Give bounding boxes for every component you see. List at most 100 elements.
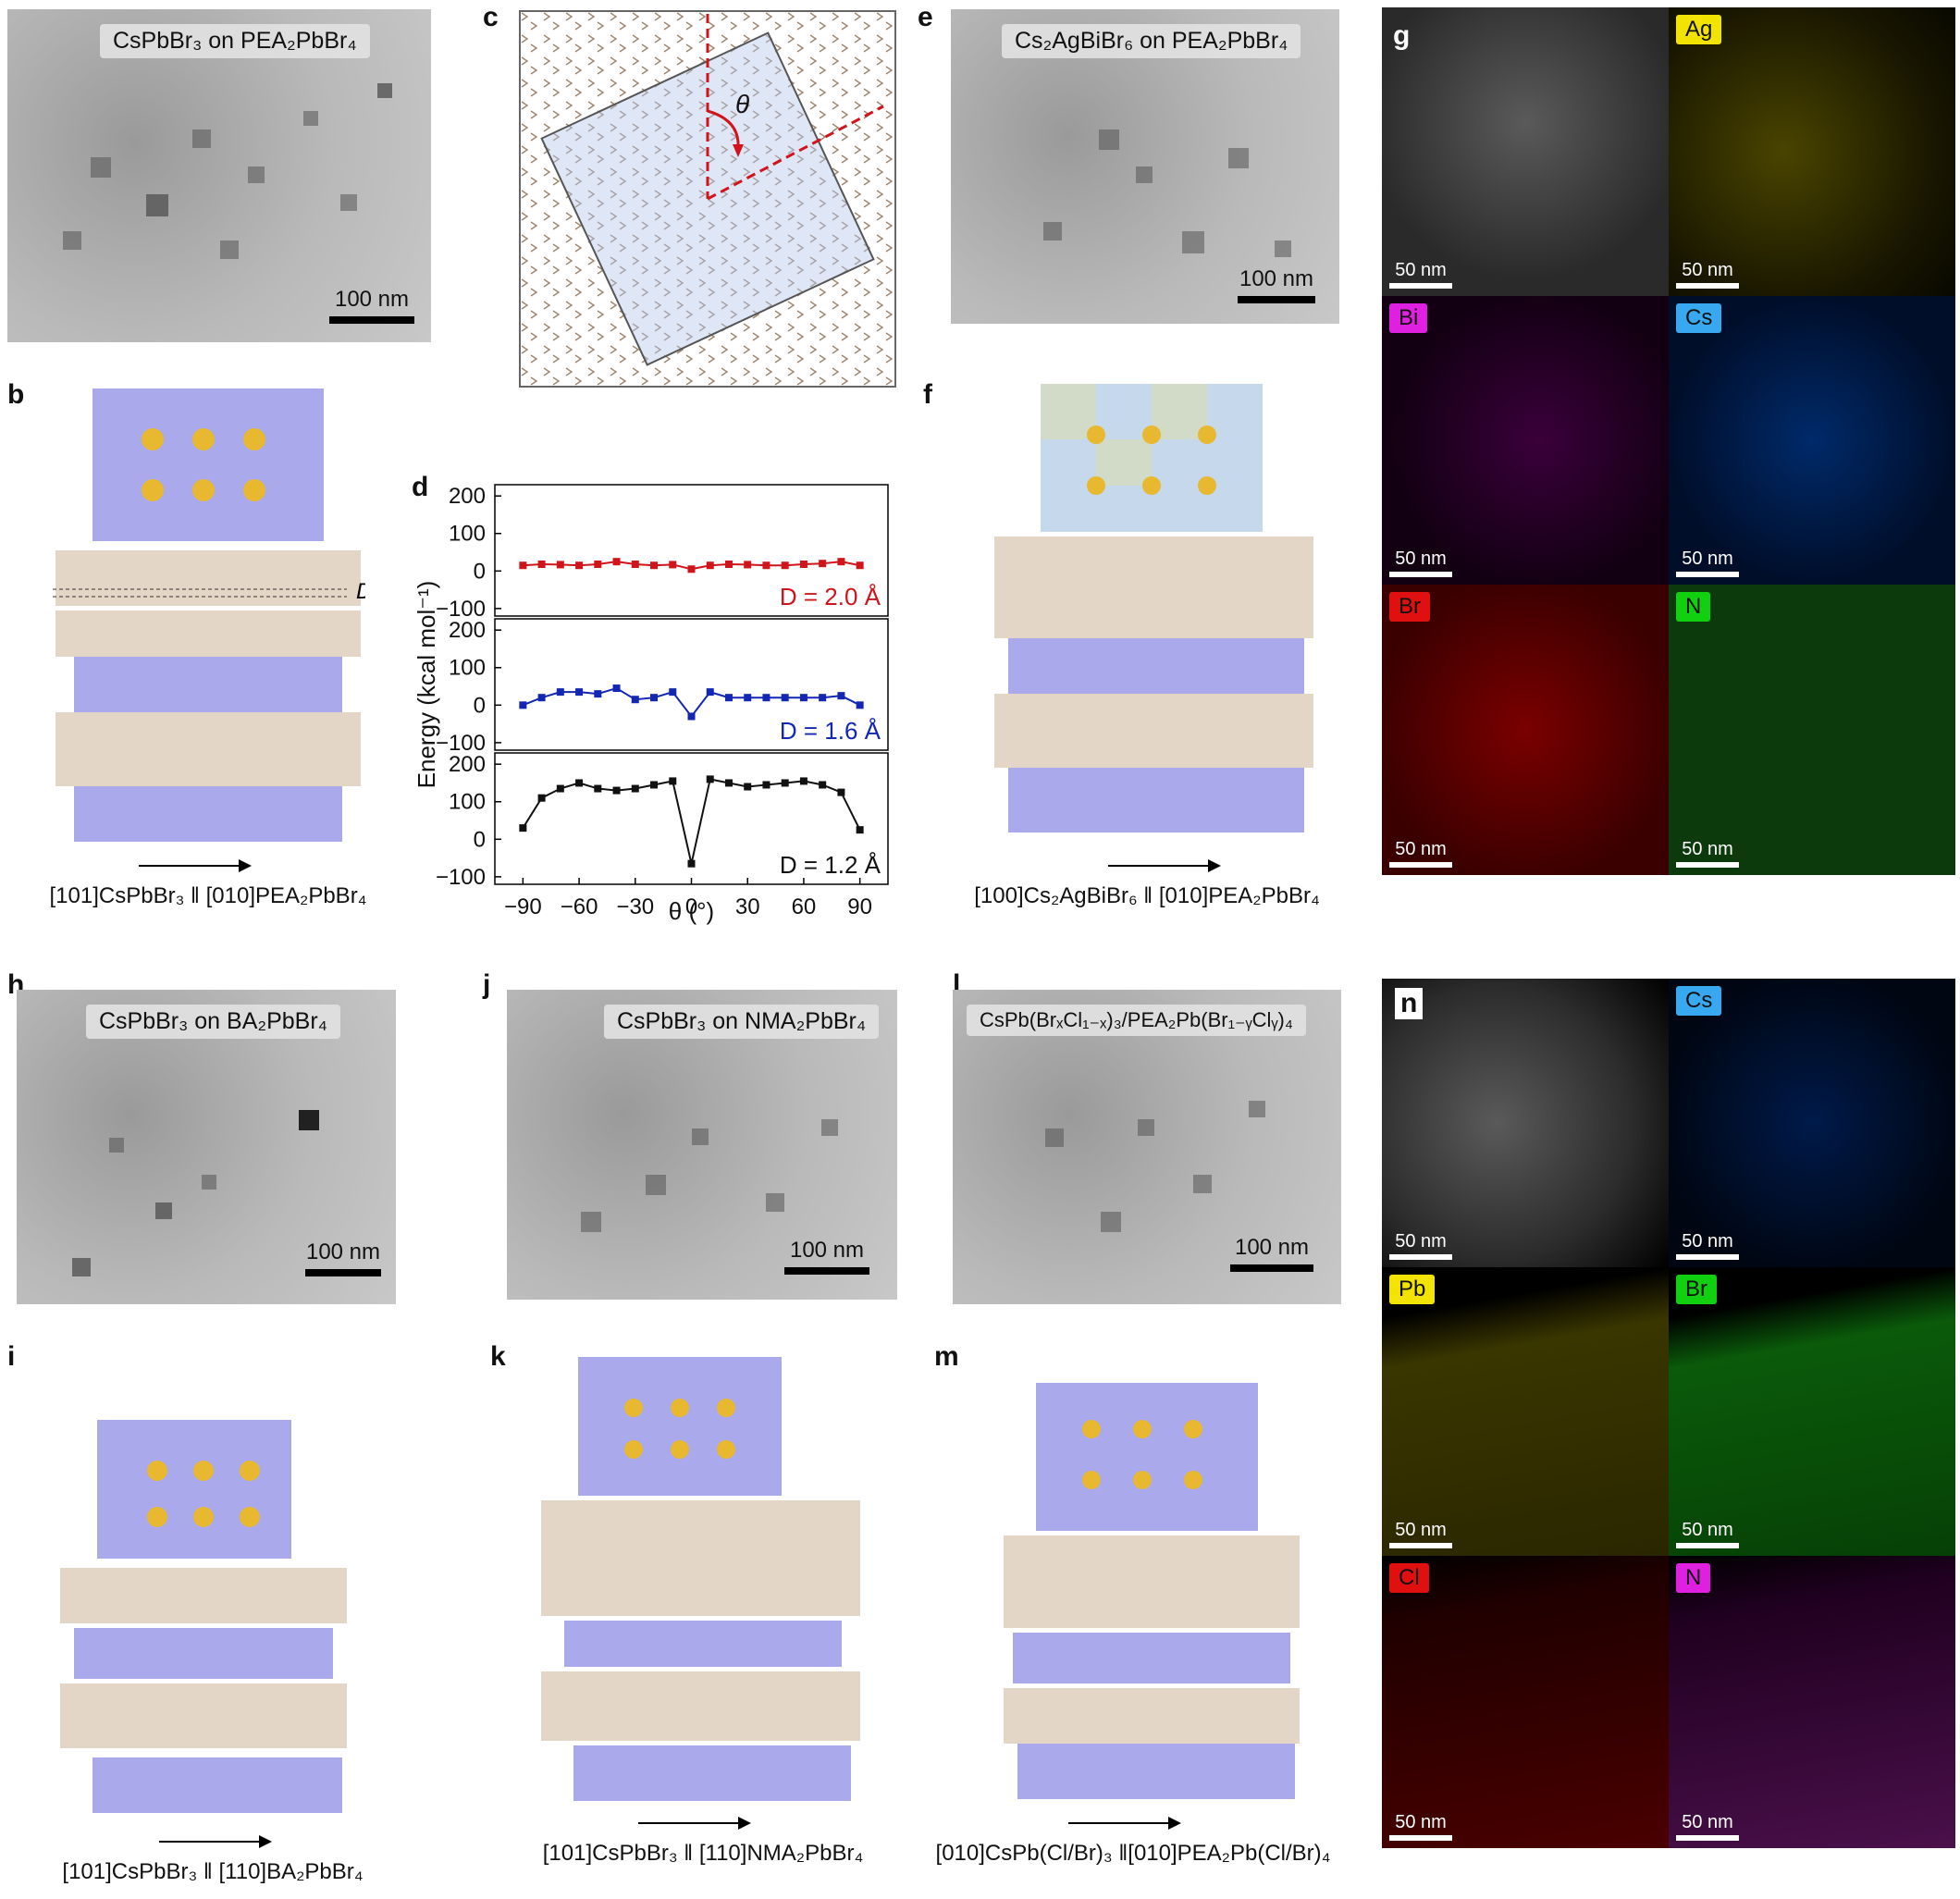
direction-arrow-f bbox=[1108, 859, 1221, 872]
data-point bbox=[819, 781, 827, 789]
data-point bbox=[575, 561, 584, 570]
data-point bbox=[537, 794, 546, 802]
data-point bbox=[669, 561, 677, 569]
y-tick-label: −100 bbox=[436, 865, 486, 890]
data-point bbox=[631, 561, 639, 569]
panel-label-m: m bbox=[934, 1341, 959, 1372]
panel-label-f: f bbox=[923, 379, 932, 410]
x-tick-label: 60 bbox=[792, 894, 817, 919]
y-tick-label: 0 bbox=[474, 827, 486, 852]
cl-map: Cl 50 nm bbox=[1382, 1556, 1669, 1848]
pb-map: Pb 50 nm bbox=[1382, 1267, 1669, 1556]
panel-label-i: i bbox=[7, 1341, 16, 1372]
direction-arrow-b bbox=[139, 859, 252, 872]
tem-image-e: Cs₂AgBiBr₆ on PEA₂PbBr₄ 100 nm bbox=[951, 9, 1339, 324]
tem-caption-j: CsPbBr₃ on NMA₂PbBr₄ bbox=[604, 1005, 880, 1039]
data-point bbox=[819, 694, 827, 702]
data-point bbox=[744, 783, 752, 791]
cs-map-n: Cs 50 nm bbox=[1669, 979, 1955, 1267]
crystal-structure-b: D bbox=[51, 384, 372, 846]
haadf-map-n: 50 nm bbox=[1382, 979, 1669, 1267]
y-axis-label: Energy (kcal mol⁻¹) bbox=[413, 581, 440, 789]
data-point bbox=[575, 688, 584, 697]
data-point bbox=[687, 859, 696, 868]
d-spacing-label: D bbox=[356, 579, 365, 604]
orientation-caption-i: [101]CsPbBr₃ ‖ [110]BA₂PbBr₄ bbox=[62, 1859, 364, 1884]
moire-svg: θ bbox=[519, 10, 896, 388]
data-point bbox=[781, 694, 789, 702]
data-point bbox=[762, 694, 770, 702]
data-point bbox=[781, 561, 789, 570]
tem-caption-h: CsPbBr₃ on BA₂PbBr₄ bbox=[86, 1005, 340, 1039]
y-tick-label: 200 bbox=[449, 484, 486, 509]
tem-image-h: CsPbBr₃ on BA₂PbBr₄ 100 nm bbox=[17, 990, 396, 1304]
x-tick-label: 0 bbox=[685, 894, 697, 919]
data-point bbox=[687, 712, 696, 721]
series-label: D = 1.6 Å bbox=[780, 717, 881, 745]
scalebar-a: 100 nm bbox=[329, 287, 414, 324]
data-point bbox=[762, 781, 770, 789]
tem-caption-a: CsPbBr₃ on PEA₂PbBr₄ bbox=[100, 24, 370, 58]
orientation-caption-b: [101]CsPbBr₃ ‖ [010]PEA₂PbBr₄ bbox=[49, 883, 367, 908]
panel-label-l: l bbox=[953, 969, 961, 1000]
data-point bbox=[650, 561, 659, 570]
direction-arrow-i bbox=[159, 1835, 272, 1848]
br-map-g: Br 50 nm bbox=[1382, 585, 1669, 875]
n-map-g: N 50 nm bbox=[1669, 585, 1955, 875]
crystal-structure-f bbox=[990, 379, 1323, 842]
scalebar-h: 100 nm bbox=[305, 1239, 381, 1276]
data-point bbox=[537, 561, 546, 569]
data-point bbox=[537, 694, 546, 702]
x-axis-label: θ (°) bbox=[669, 897, 714, 925]
y-tick-label: −100 bbox=[436, 597, 486, 622]
data-point bbox=[612, 786, 621, 795]
energy-chart-d: −100 0 100 200 D = 2.0 Å −100 0 100 200 D = 1.6 Å… bbox=[407, 481, 911, 925]
br-map-n: Br 50 nm bbox=[1669, 1267, 1955, 1556]
data-point bbox=[556, 561, 564, 569]
data-point bbox=[724, 561, 733, 569]
data-point bbox=[650, 781, 659, 789]
data-point bbox=[706, 775, 714, 783]
tem-image-l: CsPb(BrₓCl₁₋ₓ)₃/PEA₂Pb(Br₁₋ᵧClᵧ)₄ 100 nm bbox=[953, 990, 1341, 1304]
bi-map: Bi 50 nm bbox=[1382, 296, 1669, 585]
tem-image-j: CsPbBr₃ on NMA₂PbBr₄ 100 nm bbox=[507, 990, 897, 1300]
tem-caption-e: Cs₂AgBiBr₆ on PEA₂PbBr₄ bbox=[1002, 24, 1301, 58]
direction-arrow-k bbox=[638, 1817, 751, 1830]
panel-label-c: c bbox=[483, 2, 499, 32]
data-point bbox=[519, 701, 527, 709]
panel-label-n: n bbox=[1395, 988, 1424, 1019]
data-point bbox=[556, 688, 564, 697]
data-point bbox=[762, 561, 770, 570]
data-point bbox=[556, 784, 564, 793]
data-point bbox=[631, 784, 639, 793]
data-point bbox=[837, 558, 845, 566]
data-point bbox=[519, 824, 527, 832]
theta-label: θ bbox=[735, 90, 749, 118]
series-line bbox=[522, 686, 861, 719]
orientation-caption-f: [100]Cs₂AgBiBr₆ ‖ [010]PEA₂PbBr₄ bbox=[974, 883, 1320, 908]
data-point bbox=[594, 690, 602, 698]
eds-map-grid-g: 50 nm Ag 50 nm Bi 50 nm Cs 50 nm Br 50 n… bbox=[1382, 7, 1955, 875]
data-point bbox=[837, 692, 845, 700]
x-tick-label: −30 bbox=[616, 894, 654, 919]
n-map-n: N 50 nm bbox=[1669, 1556, 1955, 1848]
tem-caption-l: CsPb(BrₓCl₁₋ₓ)₃/PEA₂Pb(Br₁₋ᵧClᵧ)₄ bbox=[967, 1005, 1306, 1036]
cs-map-g: Cs 50 nm bbox=[1669, 296, 1955, 585]
data-point bbox=[631, 696, 639, 704]
x-tick-label: 90 bbox=[847, 894, 872, 919]
ag-map: Ag 50 nm bbox=[1669, 7, 1955, 296]
chart-frame bbox=[494, 484, 889, 617]
series-label: D = 1.2 Å bbox=[780, 851, 881, 879]
data-point bbox=[799, 694, 807, 702]
data-point bbox=[594, 561, 602, 569]
panel-label-k: k bbox=[490, 1341, 506, 1372]
data-point bbox=[856, 561, 864, 570]
crystal-structure-m bbox=[999, 1378, 1313, 1804]
eds-map-grid-n: 50 nm Cs 50 nm Pb 50 nm Br 50 nm Cl 50 n… bbox=[1382, 979, 1955, 1848]
data-point bbox=[799, 561, 807, 569]
direction-arrow-m bbox=[1068, 1817, 1181, 1830]
y-tick-label: 100 bbox=[449, 656, 486, 681]
data-point bbox=[724, 694, 733, 702]
data-point bbox=[706, 688, 714, 697]
y-tick-label: 100 bbox=[449, 790, 486, 815]
